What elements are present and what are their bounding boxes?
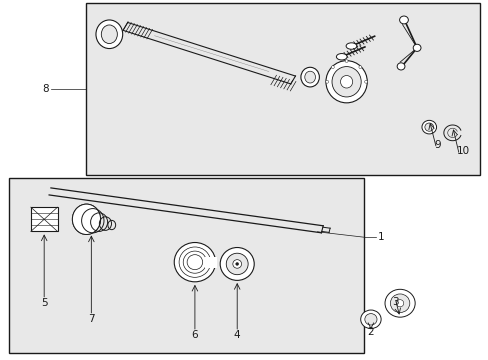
Text: 7: 7 xyxy=(88,314,95,324)
Ellipse shape xyxy=(300,67,319,87)
Ellipse shape xyxy=(358,66,361,68)
Bar xyxy=(204,257,216,267)
Ellipse shape xyxy=(396,63,404,70)
Ellipse shape xyxy=(72,204,101,234)
Text: 2: 2 xyxy=(367,327,373,337)
Ellipse shape xyxy=(384,289,414,317)
Bar xyxy=(86,3,479,175)
Ellipse shape xyxy=(336,54,346,60)
Ellipse shape xyxy=(364,314,376,325)
Text: 10: 10 xyxy=(456,147,469,157)
Text: 6: 6 xyxy=(191,330,198,341)
Ellipse shape xyxy=(304,71,315,83)
Text: 9: 9 xyxy=(434,140,441,150)
Ellipse shape xyxy=(346,43,356,49)
Ellipse shape xyxy=(226,253,247,275)
Ellipse shape xyxy=(232,260,241,268)
Ellipse shape xyxy=(325,80,328,83)
Text: 8: 8 xyxy=(42,84,49,94)
Ellipse shape xyxy=(396,300,403,307)
Ellipse shape xyxy=(101,25,117,44)
Ellipse shape xyxy=(325,61,366,103)
Text: 4: 4 xyxy=(233,330,240,341)
Ellipse shape xyxy=(399,16,407,24)
Text: 1: 1 xyxy=(377,232,384,242)
Ellipse shape xyxy=(345,60,347,63)
Ellipse shape xyxy=(235,262,238,265)
Ellipse shape xyxy=(174,243,215,282)
Ellipse shape xyxy=(421,120,436,134)
Ellipse shape xyxy=(96,20,122,49)
Text: 3: 3 xyxy=(391,297,398,307)
Bar xyxy=(9,178,363,353)
Ellipse shape xyxy=(220,248,254,280)
Ellipse shape xyxy=(424,123,433,131)
Bar xyxy=(31,207,58,231)
Ellipse shape xyxy=(72,204,101,234)
Ellipse shape xyxy=(331,67,361,97)
Ellipse shape xyxy=(412,44,420,51)
Ellipse shape xyxy=(331,66,334,68)
Ellipse shape xyxy=(389,294,409,312)
Ellipse shape xyxy=(364,80,367,83)
Text: 5: 5 xyxy=(41,298,47,308)
Ellipse shape xyxy=(340,76,352,88)
Ellipse shape xyxy=(360,310,380,329)
